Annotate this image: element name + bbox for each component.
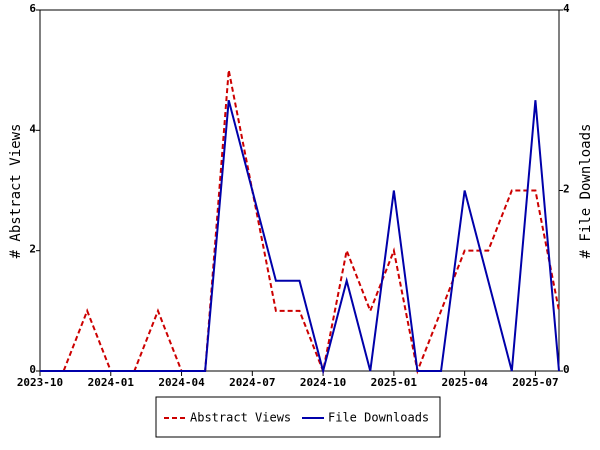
x-tick-label: 2025-04	[441, 376, 488, 389]
x-tick-label: 2024-10	[300, 376, 346, 389]
x-tick-label: 2024-04	[158, 376, 205, 389]
y2-tick-label: 2	[563, 183, 570, 196]
y2-tick-label: 4	[563, 2, 570, 15]
y-tick-label: 6	[29, 2, 36, 15]
series-line	[40, 99, 560, 375]
x-tick-label: 2024-07	[229, 376, 275, 389]
y2-axis-label: # File Downloads	[578, 124, 594, 259]
legend-label: File Downloads	[328, 411, 429, 425]
y-tick-label: 0	[29, 363, 36, 376]
x-tick-label: 2025-07	[512, 376, 558, 389]
y-axis-label: # Abstract Views	[8, 124, 24, 259]
plot-frame	[39, 9, 560, 372]
x-tick-label: 2024-01	[88, 376, 135, 389]
y-tick-label: 4	[29, 122, 36, 135]
x-tick-label: 2025-01	[371, 376, 418, 389]
y2-tick-label: 0	[563, 363, 570, 376]
legend-label: Abstract Views	[190, 411, 291, 425]
y-tick-label: 2	[29, 243, 36, 256]
legend-box	[155, 396, 441, 438]
x-tick-label: 2023-10	[17, 376, 63, 389]
series-line	[40, 69, 560, 375]
